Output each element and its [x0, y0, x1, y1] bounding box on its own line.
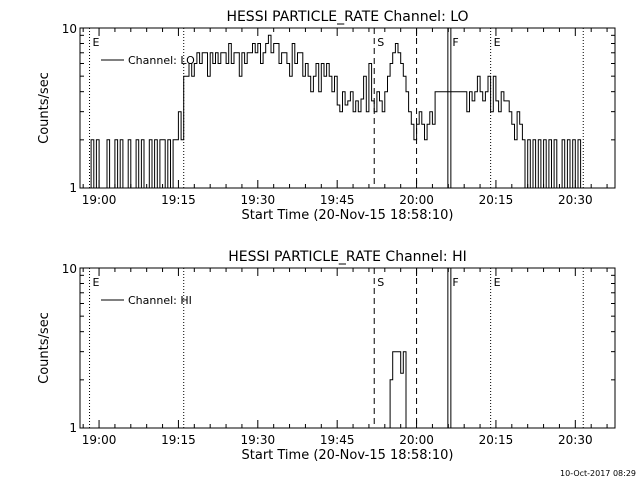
event-marker-label: E	[93, 36, 100, 49]
x-tick-label: 19:45	[320, 193, 355, 207]
x-tick-label: 19:00	[82, 193, 117, 207]
y-tick-label: 1	[69, 181, 77, 195]
x-axis-label: Start Time (20-Nov-15 18:58:10)	[242, 448, 454, 463]
event-marker-label: F	[452, 276, 458, 289]
footer-timestamp: 10-Oct-2017 08:29	[560, 469, 636, 478]
y-tick-label: 10	[62, 22, 77, 36]
x-tick-label: 19:30	[241, 433, 276, 447]
event-marker-label: E	[494, 36, 501, 49]
y-tick-label: 1	[69, 421, 77, 435]
x-tick-label: 19:45	[320, 433, 355, 447]
x-tick-label: 19:15	[161, 193, 196, 207]
chart-title: HESSI PARTICLE_RATE Channel: HI	[228, 249, 466, 265]
y-axis-label: Counts/sec	[37, 72, 52, 144]
chart-title: HESSI PARTICLE_RATE Channel: LO	[226, 9, 468, 25]
x-axis-label: Start Time (20-Nov-15 18:58:10)	[242, 208, 454, 223]
event-marker-label: S	[377, 36, 384, 49]
x-tick-label: 20:00	[399, 433, 434, 447]
x-tick-label: 19:15	[161, 433, 196, 447]
event-marker-label: E	[93, 276, 100, 289]
event-marker-label: S	[377, 276, 384, 289]
y-tick-label: 10	[62, 262, 77, 276]
event-marker-label: F	[452, 36, 458, 49]
y-axis-label: Counts/sec	[37, 312, 52, 384]
chart-panel-hi: HESSI PARTICLE_RATE Channel: HI 19:00 19:1…	[37, 249, 616, 463]
x-tick-label: 20:15	[479, 193, 514, 207]
x-tick-label: 20:30	[558, 193, 593, 207]
x-tick-label: 20:00	[399, 193, 434, 207]
legend-label: Channel: LO	[128, 54, 195, 67]
x-tick-label: 20:30	[558, 433, 593, 447]
event-marker-label: E	[494, 276, 501, 289]
series-line	[88, 34, 584, 189]
chart-panel-lo: HESSI PARTICLE_RATE Channel: LO 19:00 19:1…	[37, 9, 616, 223]
plot-frame	[79, 27, 616, 189]
x-tick-label: 19:30	[241, 193, 276, 207]
x-tick-label: 20:15	[479, 433, 514, 447]
plot-frame	[79, 267, 616, 429]
series-line	[387, 351, 409, 429]
legend-label: Channel: HI	[128, 294, 192, 307]
x-tick-label: 19:00	[82, 433, 117, 447]
